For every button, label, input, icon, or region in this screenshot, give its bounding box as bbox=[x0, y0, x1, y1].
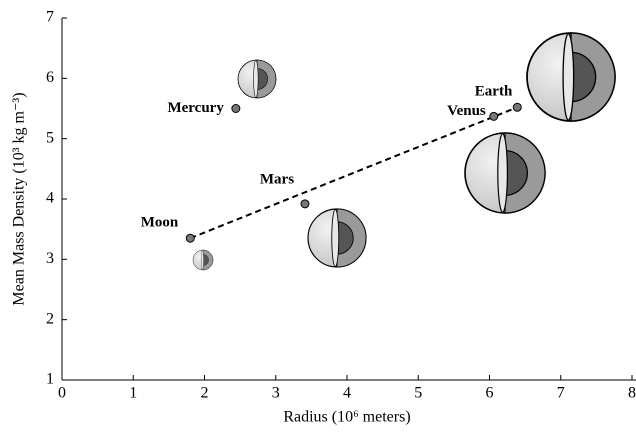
point-label: Moon bbox=[141, 215, 179, 231]
y-tick-label: 5 bbox=[46, 129, 54, 146]
x-tick-label: 6 bbox=[486, 385, 494, 402]
x-tick-label: 0 bbox=[58, 385, 66, 402]
x-tick-label: 1 bbox=[129, 385, 137, 402]
point bbox=[300, 199, 310, 209]
planet-illustrations bbox=[192, 32, 616, 271]
x-axis-label: Radius (10⁶ meters) bbox=[283, 409, 410, 426]
x-tick-label: 7 bbox=[557, 385, 565, 402]
point-label: Mars bbox=[260, 171, 294, 187]
x-tick-label: 2 bbox=[201, 385, 209, 402]
point bbox=[512, 102, 522, 112]
x-tick-label: 8 bbox=[628, 385, 636, 402]
y-tick-label: 4 bbox=[46, 190, 54, 207]
point-label: Earth bbox=[475, 84, 513, 100]
y-axis-label: Mean Mass Density (10³ kg m⁻³) bbox=[11, 92, 28, 305]
trend-line bbox=[189, 106, 518, 240]
x-tick-label: 5 bbox=[414, 385, 422, 402]
point bbox=[185, 233, 195, 243]
y-tick-label: 7 bbox=[46, 9, 54, 26]
point bbox=[489, 111, 499, 121]
x-tick-label: 3 bbox=[272, 385, 280, 402]
y-tick-label: 6 bbox=[46, 69, 54, 86]
point-label: Venus bbox=[447, 103, 486, 119]
point-label: Mercury bbox=[167, 100, 224, 116]
y-tick-label: 3 bbox=[46, 250, 54, 267]
y-tick-label: 2 bbox=[46, 310, 54, 327]
point bbox=[231, 104, 241, 113]
x-tick-label: 4 bbox=[343, 385, 351, 402]
y-tick-label: 1 bbox=[46, 371, 54, 388]
